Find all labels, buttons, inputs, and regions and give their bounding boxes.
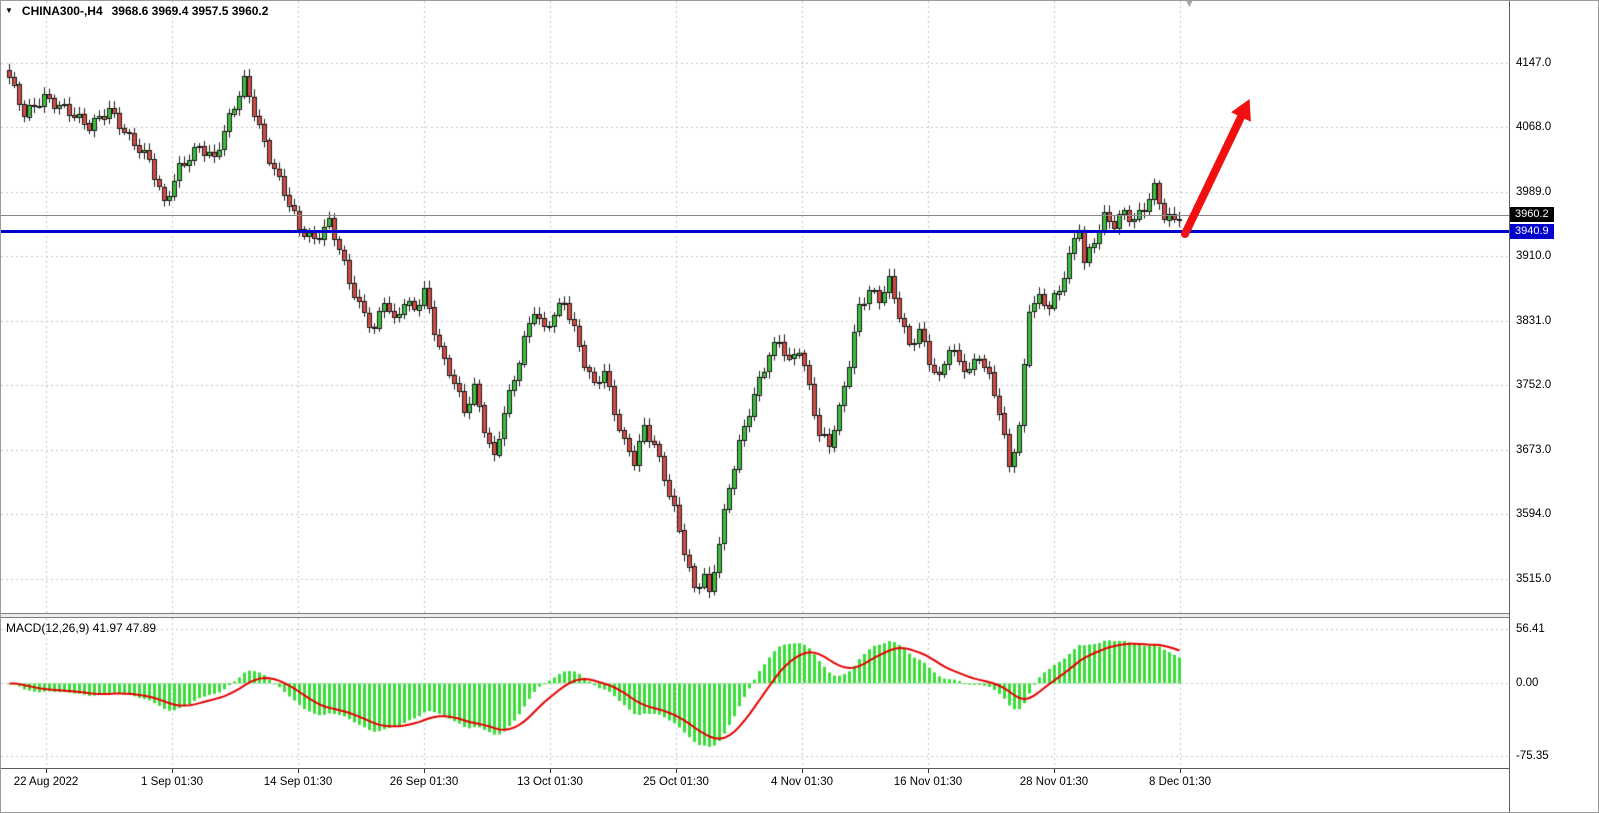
time-axis-label: 28 Nov 01:30 (1019, 776, 1089, 788)
trend-arrow-annotation[interactable] (1179, 79, 1271, 241)
macd-indicator-label: MACD(12,26,9) 41.97 47.89 (6, 621, 157, 635)
ohlc-readout: 3968.6 3969.4 3957.5 3960.2 (111, 4, 269, 18)
candlestick-canvas[interactable] (1, 1, 1509, 613)
macd-panel[interactable]: MACD(12,26,9) 41.97 47.89 (1, 618, 1509, 768)
time-axis-label: 13 Oct 01:30 (517, 776, 583, 788)
time-axis-label: 16 Nov 01:30 (893, 776, 963, 788)
symbol-period-label: CHINA300-,H4 (21, 4, 103, 18)
time-axis-label: 1 Sep 01:30 (140, 776, 204, 788)
time-tick (676, 769, 677, 773)
time-tick (928, 769, 929, 773)
price-axis-label: 3673.0 (1516, 443, 1552, 456)
symbol-dropdown-icon[interactable]: ▼ (5, 6, 13, 15)
symbol-info-bar: ▼ CHINA300-,H4 3968.6 3969.4 3957.5 3960… (5, 4, 268, 18)
time-tick (1054, 769, 1055, 773)
price-axis-label: 3594.0 (1516, 508, 1552, 521)
price-axis-label: 3831.0 (1516, 314, 1552, 327)
time-axis-label: 14 Sep 01:30 (263, 776, 333, 788)
price-axis-label: 3752.0 (1516, 379, 1552, 392)
chart-shift-marker-icon[interactable]: ▼ (1184, 0, 1195, 10)
price-chart-panel[interactable]: ▼ CHINA300-,H4 3968.6 3969.4 3957.5 3960… (1, 1, 1509, 613)
time-tick (298, 769, 299, 773)
time-axis-label: 8 Dec 01:30 (1148, 776, 1212, 788)
macd-axis-label: -75.35 (1516, 749, 1549, 762)
time-axis[interactable]: 22 Aug 2022 1 Sep 01:30 14 Sep 01:30 26 Sep… (1, 768, 1509, 812)
price-axis-label: 3989.0 (1516, 185, 1552, 198)
hline-price-badge: 3940.9 (1510, 224, 1554, 240)
time-tick (550, 769, 551, 773)
time-axis-label: 26 Sep 01:30 (389, 776, 459, 788)
macd-axis-label: 0.00 (1516, 677, 1539, 690)
price-axis-label: 4068.0 (1516, 121, 1552, 134)
current-price-line (1, 215, 1509, 216)
price-axis-label: 3515.0 (1516, 572, 1552, 585)
time-tick (424, 769, 425, 773)
time-axis-label: 22 Aug 2022 (13, 776, 79, 788)
trend-arrow-shaft (1181, 113, 1245, 238)
time-axis-label: 4 Nov 01:30 (770, 776, 834, 788)
price-axis-label: 4147.0 (1516, 57, 1552, 70)
time-tick (46, 769, 47, 773)
macd-axis-label: 56.41 (1516, 623, 1545, 636)
price-axis[interactable]: 3960.2 3940.9 4147.0 4068.0 3989.0 3910.0 38… (1509, 1, 1598, 812)
time-tick (1180, 769, 1181, 773)
time-tick (172, 769, 173, 773)
panel-splitter[interactable] (1, 613, 1509, 618)
support-horizontal-line[interactable] (1, 230, 1509, 233)
price-axis-label: 3910.0 (1516, 250, 1552, 263)
trend-arrow-head (1231, 99, 1251, 122)
macd-canvas[interactable] (1, 618, 1509, 768)
time-axis-label: 25 Oct 01:30 (643, 776, 709, 788)
time-tick (802, 769, 803, 773)
current-price-badge: 3960.2 (1510, 207, 1554, 223)
